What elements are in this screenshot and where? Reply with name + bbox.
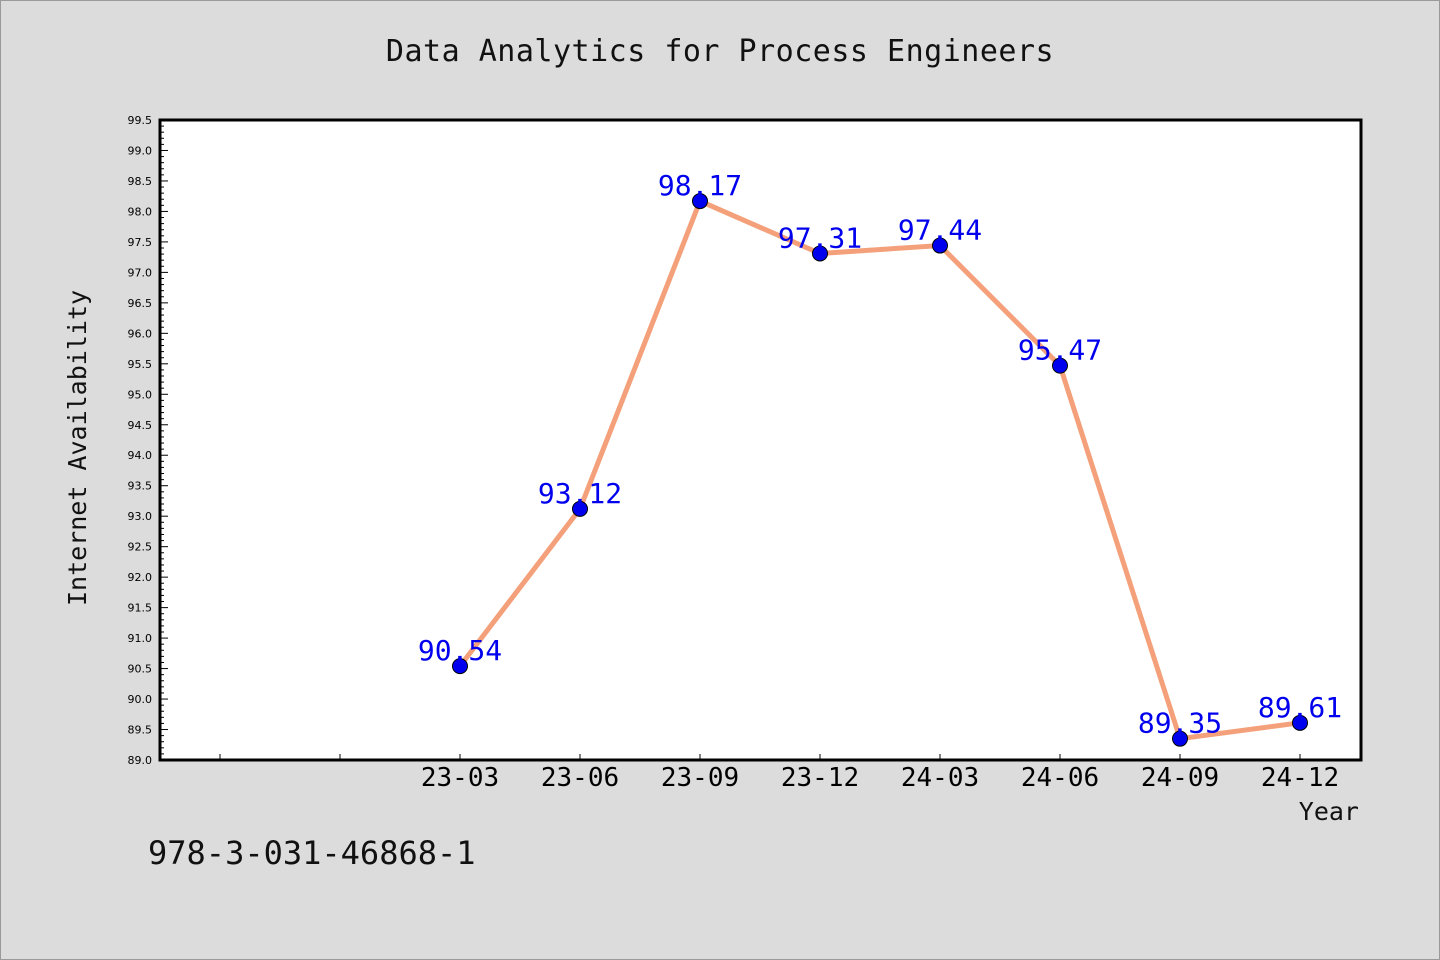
data-point <box>572 500 588 517</box>
data-label: 93.12 <box>538 477 622 510</box>
data-label: 89.35 <box>1138 707 1222 740</box>
data-label: 95.47 <box>1018 334 1102 367</box>
x-tick-label: 24-06 <box>1021 763 1099 793</box>
y-tick-label: 95.0 <box>128 388 153 401</box>
data-point <box>452 658 468 675</box>
data-label: 90.54 <box>418 634 502 667</box>
x-tick-label: 23-12 <box>781 763 859 793</box>
y-tick-label: 99.0 <box>128 144 153 157</box>
data-point <box>812 245 828 262</box>
data-label: 89.61 <box>1258 691 1342 724</box>
y-tick-label: 96.5 <box>128 297 153 310</box>
y-tick-label: 89.5 <box>128 724 153 737</box>
y-tick-label: 95.5 <box>128 358 153 371</box>
y-axis-title: Internet Availability <box>63 290 92 606</box>
y-tick-label: 97.5 <box>128 236 153 249</box>
y-tick-label: 98.5 <box>128 175 153 188</box>
data-point <box>932 237 948 254</box>
y-tick-label: 98.0 <box>128 205 153 218</box>
data-point <box>1052 357 1068 374</box>
y-tick-label: 99.5 <box>128 114 153 127</box>
x-axis: 23-03 23-06 23-09 23-12 24-03 24-06 24-09 24-12 <box>219 754 1339 793</box>
y-tick-label: 94.5 <box>128 419 153 432</box>
series-layer: 90.54 93.12 98.17 97.31 97.44 95.47 89.35 89.61 <box>418 169 1342 747</box>
plot-area <box>158 118 1363 762</box>
y-tick-label: 92.5 <box>128 541 153 554</box>
y-tick-label: 90.0 <box>128 693 153 706</box>
data-label: 97.44 <box>898 214 982 247</box>
chart-title: Data Analytics for Process Engineers <box>385 34 1055 69</box>
data-point <box>692 193 708 210</box>
data-point <box>1172 730 1188 747</box>
x-axis-title: Year <box>1299 797 1359 826</box>
y-tick-label: 94.0 <box>128 449 153 462</box>
y-tick-label: 97.0 <box>128 266 153 279</box>
y-tick-label: 90.5 <box>128 663 153 676</box>
x-tick-label: 23-03 <box>421 763 499 793</box>
data-point <box>1292 714 1308 731</box>
y-tick-label: 96.0 <box>128 327 153 340</box>
y-tick-label: 92.0 <box>128 571 153 584</box>
x-tick-label: 23-09 <box>661 763 739 793</box>
series-line <box>458 198 1301 742</box>
y-tick-label: 91.0 <box>128 632 153 645</box>
data-label: 98.17 <box>658 169 742 202</box>
y-tick-label: 89.0 <box>128 754 153 767</box>
x-tick-label: 24-09 <box>1141 763 1219 793</box>
y-tick-label: 91.5 <box>128 602 153 615</box>
y-axis: 89.0 89.5 90.0 90.5 91.0 91.5 92.0 92.5 93.0 93.5… <box>128 114 168 767</box>
y-tick-label: 93.0 <box>128 510 153 523</box>
x-tick-label: 23-06 <box>541 763 619 793</box>
data-label: 97.31 <box>778 221 862 254</box>
y-tick-label: 93.5 <box>128 480 153 493</box>
x-tick-label: 24-03 <box>901 763 979 793</box>
footer-code: 978-3-031-46868-1 <box>148 834 476 872</box>
x-tick-label: 24-12 <box>1261 763 1339 793</box>
